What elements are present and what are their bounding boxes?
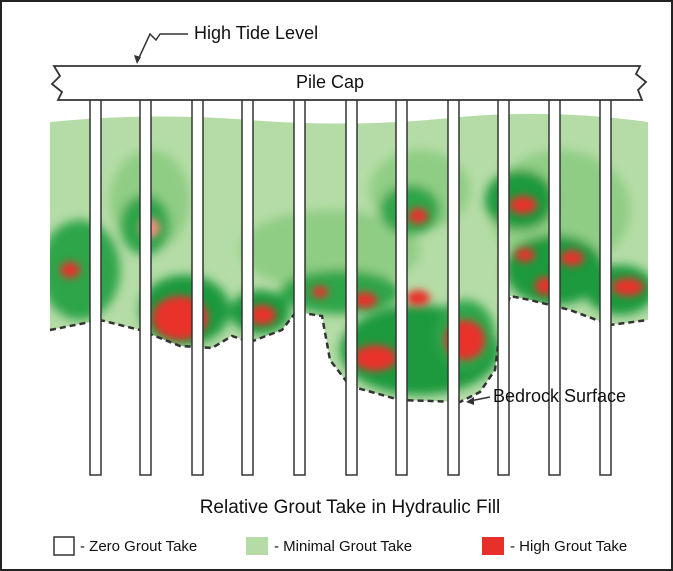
pile-cap-label: Pile Cap [296,72,364,92]
legend-label: - Zero Grout Take [80,538,197,555]
bedrock-label: Bedrock Surface [493,386,626,406]
legend-label: - Minimal Grout Take [274,538,412,555]
legend-label: - High Grout Take [510,538,627,555]
diagram: Pile Cap High Tide Level Bedrock Surface… [0,0,673,571]
legend-swatch [482,537,504,555]
legend-swatch [54,537,74,555]
high-tide-label: High Tide Level [194,23,318,43]
caption: Relative Grout Take in Hydraulic Fill [200,497,501,518]
legend-swatch [246,537,268,555]
